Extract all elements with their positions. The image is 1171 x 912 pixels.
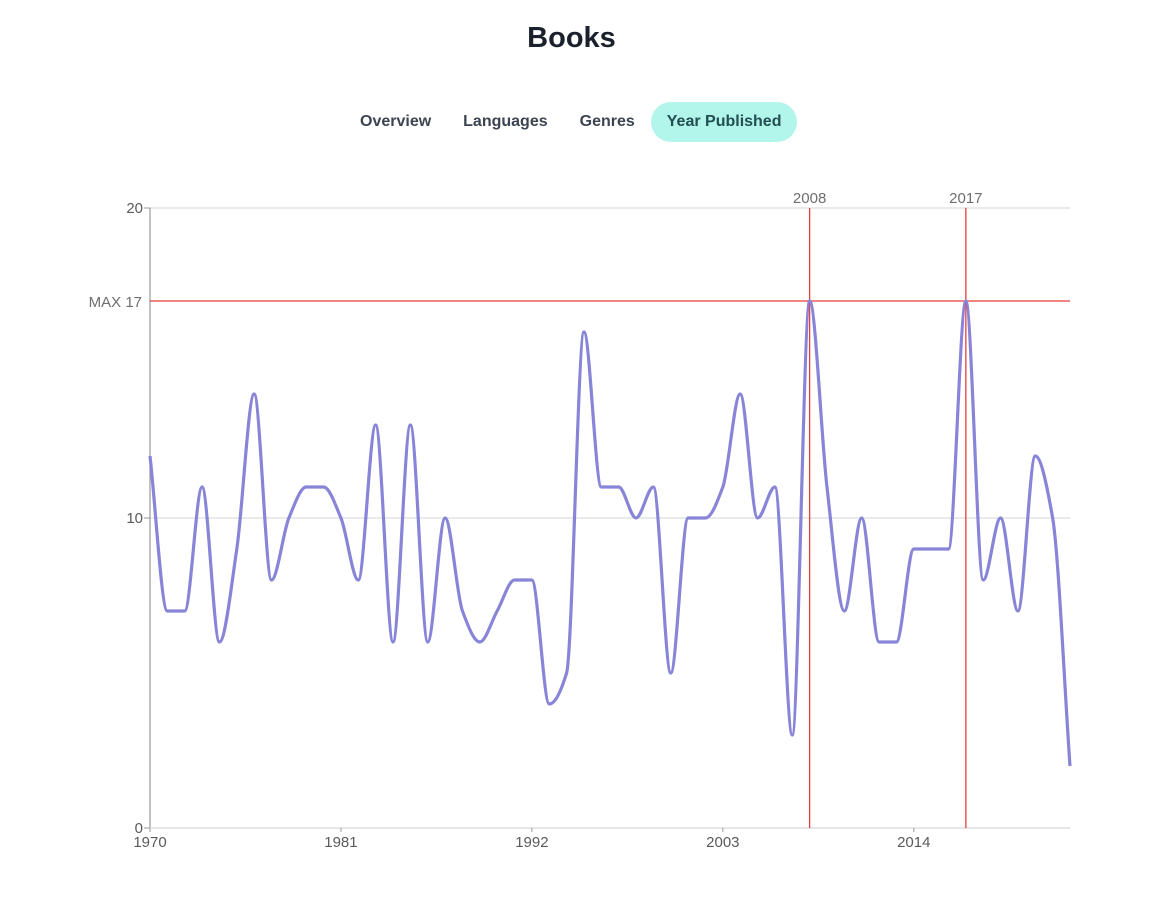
max-year-label: 2017	[949, 190, 982, 207]
y-tick-label: 0	[135, 820, 143, 837]
tab-year-published[interactable]: Year Published	[650, 102, 798, 142]
tab-overview[interactable]: Overview	[360, 113, 432, 130]
x-tick-label: 1992	[515, 834, 548, 851]
max-reference-label: MAX 17	[89, 294, 142, 311]
series-line	[148, 299, 1072, 767]
tab-languages[interactable]: Languages	[463, 113, 548, 130]
page-title: Books	[527, 22, 616, 54]
x-tick-label: 2014	[897, 834, 930, 851]
y-tick-label: 20	[126, 200, 143, 217]
tab-genres[interactable]: Genres	[579, 113, 635, 130]
x-tick-label: 1981	[324, 834, 357, 851]
y-tick-label: 10	[126, 510, 143, 527]
x-tick-label: 2003	[706, 834, 739, 851]
max-year-label: 2008	[793, 190, 826, 207]
tab-bar: Overview Languages Genres Year Published	[344, 102, 798, 142]
x-tick-label: 1970	[133, 834, 166, 851]
